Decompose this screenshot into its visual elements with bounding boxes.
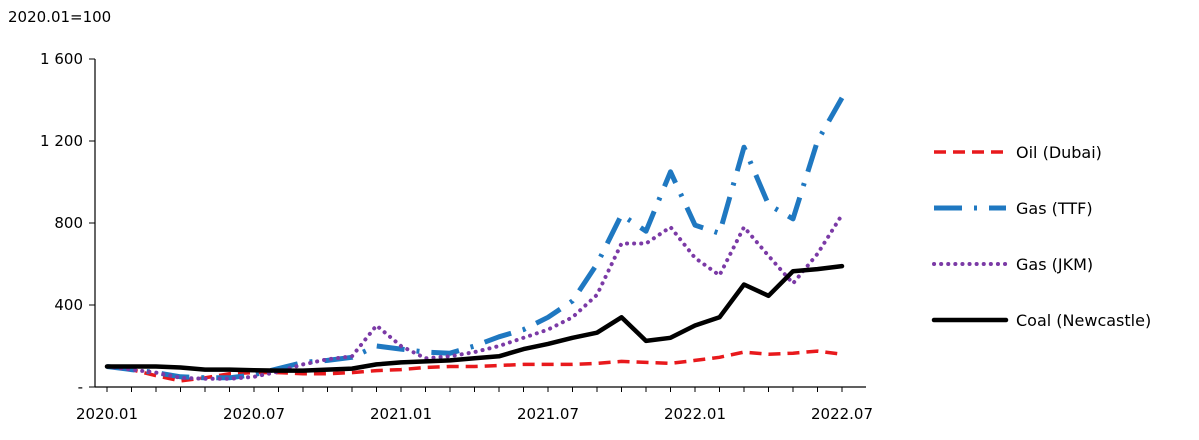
x-axis-ticks: 2020.01 2020.07 2021.01 2021.07 2022.01 2022.… bbox=[76, 387, 873, 423]
y-axis-ticks: - 400 800 1 200 1 600 bbox=[40, 50, 95, 396]
x-tick-label: 2021.07 bbox=[517, 405, 579, 423]
series-line-gas-ttf bbox=[106, 96, 845, 381]
y-tick-label: 400 bbox=[54, 296, 83, 314]
series-line-coal-newcastle bbox=[104, 263, 845, 373]
y-tick-label: 800 bbox=[54, 214, 83, 232]
legend-label: Oil (Dubai) bbox=[1016, 143, 1102, 162]
x-tick-label: 2022.07 bbox=[811, 405, 873, 423]
unit-label: 2020.01=100 bbox=[8, 8, 112, 26]
legend-label: Coal (Newcastle) bbox=[1016, 311, 1151, 330]
series-lines bbox=[104, 96, 845, 383]
x-tick-label: 2022.01 bbox=[664, 405, 726, 423]
y-tick-label: - bbox=[78, 378, 83, 396]
legend-label: Gas (TTF) bbox=[1016, 199, 1093, 218]
y-tick-label: 1 200 bbox=[40, 132, 83, 150]
x-tick-label: 2020.07 bbox=[223, 405, 285, 423]
axes bbox=[94, 59, 866, 388]
legend-label: Gas (JKM) bbox=[1016, 255, 1093, 274]
series-line-oil-dubai bbox=[106, 349, 843, 383]
x-tick-label: 2021.01 bbox=[370, 405, 432, 423]
legend: Oil (Dubai) Gas (TTF) Gas (JKM) Coal (Newca… bbox=[931, 143, 1151, 330]
series-line-gas-jkm bbox=[105, 212, 844, 381]
x-tick-label: 2020.01 bbox=[76, 405, 138, 423]
y-tick-label: 1 600 bbox=[40, 50, 83, 68]
